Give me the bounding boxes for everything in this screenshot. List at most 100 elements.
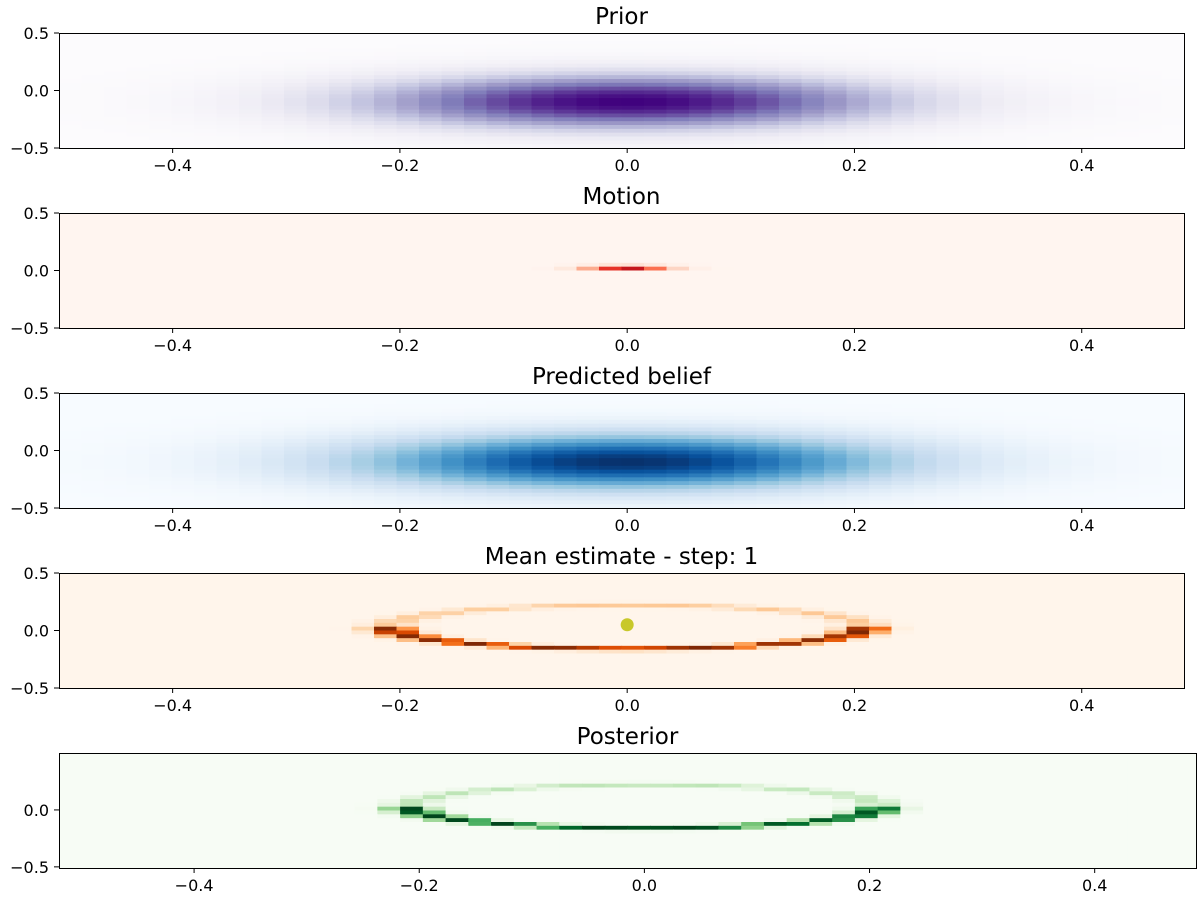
heatmap-cell xyxy=(509,297,533,302)
heatmap-cell xyxy=(1094,262,1118,268)
heatmap-cell xyxy=(1116,324,1140,329)
heatmap-cell xyxy=(464,473,488,478)
heatmap-cell xyxy=(81,592,105,597)
heatmap-cell xyxy=(981,423,1005,429)
heatmap-cell xyxy=(644,488,668,494)
heatmap-cell xyxy=(756,251,780,256)
x-tick-label: 0.2 xyxy=(842,516,867,535)
heatmap-cell xyxy=(554,580,578,586)
heatmap-cell xyxy=(891,481,915,486)
heatmap-cell xyxy=(216,239,240,245)
heatmap-cell xyxy=(959,90,983,95)
heatmap-cell xyxy=(981,216,1005,222)
heatmap-cell xyxy=(554,450,578,455)
heatmap-cell xyxy=(261,239,285,245)
heatmap-cell xyxy=(621,427,645,432)
heatmap-cell xyxy=(1161,33,1185,38)
heatmap-cell xyxy=(329,584,353,589)
heatmap-cell xyxy=(801,592,825,597)
heatmap-cell xyxy=(846,48,870,53)
heatmap-cell xyxy=(644,213,668,218)
heatmap-cell xyxy=(306,52,330,57)
heatmap-cell xyxy=(959,435,983,440)
heatmap-cell xyxy=(149,439,173,444)
heatmap-cell xyxy=(1161,599,1185,605)
heatmap-cell xyxy=(149,128,173,134)
heatmap-cell xyxy=(149,462,173,467)
heatmap-cell xyxy=(981,492,1005,498)
heatmap-cell xyxy=(1139,282,1163,287)
heatmap-cell xyxy=(689,312,713,318)
heatmap-cell xyxy=(1116,462,1140,467)
heatmap-cell xyxy=(509,224,533,229)
heatmap-cell xyxy=(689,458,713,463)
heatmap-cell xyxy=(869,285,893,291)
heatmap-cell xyxy=(1116,285,1140,291)
heatmap-cell xyxy=(981,52,1005,57)
heatmap-cell xyxy=(81,603,105,609)
heatmap-cell xyxy=(1139,48,1163,53)
heatmap-cell xyxy=(531,576,555,582)
heatmap-cell xyxy=(801,282,825,287)
heatmap-cell xyxy=(81,220,105,226)
heatmap-cell xyxy=(149,297,173,302)
heatmap-cell xyxy=(981,592,1005,597)
heatmap-cell xyxy=(531,282,555,287)
heatmap-cell xyxy=(126,465,150,471)
heatmap-cell xyxy=(936,427,960,432)
heatmap-cell xyxy=(59,128,83,134)
heatmap-cell xyxy=(689,427,713,432)
heatmap-cell xyxy=(329,481,353,486)
heatmap-cell xyxy=(1004,324,1028,329)
heatmap-cell xyxy=(689,40,713,46)
heatmap-cell xyxy=(914,59,938,65)
heatmap-cell xyxy=(914,71,938,76)
heatmap-cell xyxy=(801,255,825,260)
heatmap-cell xyxy=(824,140,848,145)
heatmap-cell xyxy=(779,94,803,99)
heatmap-cell xyxy=(216,52,240,57)
heatmap-cell xyxy=(1139,40,1163,46)
heatmap-cell xyxy=(194,59,218,65)
heatmap-cell xyxy=(1004,576,1028,582)
heatmap-cell xyxy=(351,473,375,478)
heatmap-cell xyxy=(599,442,623,448)
heatmap-cell xyxy=(576,63,600,69)
heatmap-cell xyxy=(666,44,690,49)
heatmap-cell xyxy=(936,465,960,471)
heatmap-cell xyxy=(509,423,533,429)
heatmap-cell xyxy=(711,144,735,149)
heatmap-cell xyxy=(1094,52,1118,57)
heatmap-cell xyxy=(824,404,848,409)
heatmap-cell xyxy=(351,278,375,283)
heatmap-cell xyxy=(419,427,443,432)
heatmap-cell xyxy=(419,98,443,103)
heatmap-cell xyxy=(891,262,915,268)
heatmap-cell xyxy=(666,98,690,103)
heatmap-cell xyxy=(1004,396,1028,402)
heatmap-cell xyxy=(1071,144,1095,149)
heatmap-cell xyxy=(126,270,150,275)
heatmap-cell xyxy=(284,431,308,436)
heatmap-cell xyxy=(891,228,915,233)
heatmap-cell xyxy=(464,450,488,455)
heatmap-cell xyxy=(396,412,420,417)
heatmap-cell xyxy=(846,82,870,88)
heatmap-cell xyxy=(936,416,960,421)
heatmap-cell xyxy=(1116,63,1140,69)
heatmap-cell xyxy=(149,125,173,130)
heatmap-cell xyxy=(576,312,600,318)
heatmap-cell xyxy=(1116,109,1140,115)
heatmap-cell xyxy=(1094,320,1118,325)
heatmap-cell xyxy=(486,270,510,275)
heatmap-cell xyxy=(509,305,533,310)
heatmap-cell xyxy=(756,86,780,92)
heatmap-cell xyxy=(509,588,533,593)
heatmap-cell xyxy=(216,128,240,134)
heatmap-cell xyxy=(396,305,420,310)
heatmap-cell xyxy=(59,98,83,103)
heatmap-cell xyxy=(644,121,668,126)
heatmap-cell xyxy=(284,228,308,233)
heatmap-cell xyxy=(239,289,263,295)
heatmap-cell xyxy=(1071,44,1095,49)
